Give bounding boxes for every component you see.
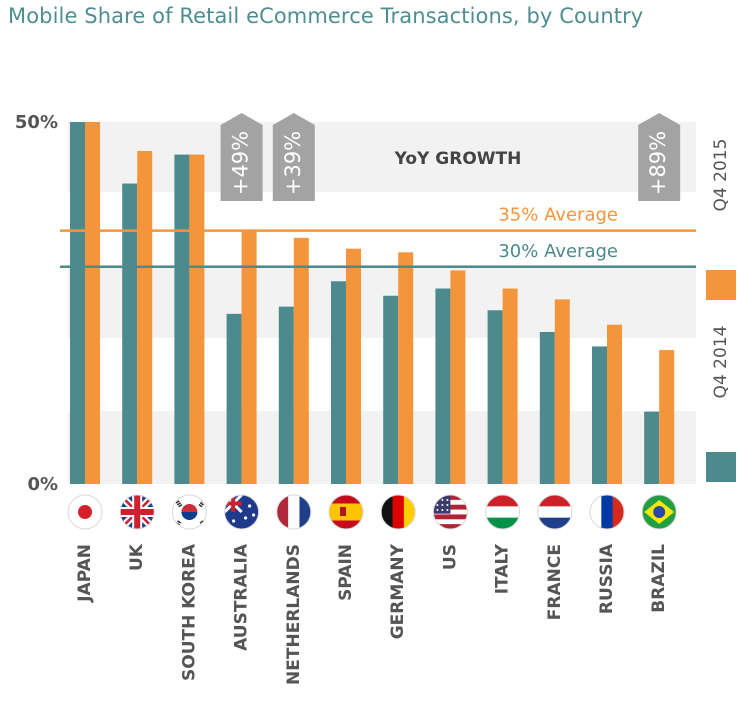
bar-japan-q4-2014	[70, 122, 85, 484]
bar-japan-q4-2015	[85, 122, 100, 484]
category-label-spain: SPAIN	[336, 544, 356, 601]
category-label-uk: UK	[127, 543, 147, 571]
average-labels: 35% Average 30% Average	[498, 205, 618, 262]
background-band	[68, 265, 696, 338]
bar-south-korea-q4-2015	[189, 154, 205, 484]
legend-label-q4-2015: Q4 2015	[711, 139, 731, 212]
category-label-italy: ITALY	[493, 543, 513, 594]
category-label-south-korea: SOUTH KOREA	[179, 543, 199, 681]
japan-flag-icon	[68, 495, 102, 529]
growth-badge-brazil	[638, 113, 681, 201]
y-tick-label: 0%	[27, 474, 58, 495]
bar-uk-q4-2014	[122, 183, 138, 485]
bar-us-q4-2014	[435, 288, 451, 484]
bar-italy-q4-2015	[502, 288, 518, 484]
category-label-netherlands: NETHERLANDS	[284, 544, 304, 685]
legend-swatch-q4-2014	[706, 452, 736, 482]
france-flag-icon	[537, 495, 572, 529]
bar-france-q4-2015	[554, 299, 570, 484]
bar-netherlands-q4-2015	[293, 237, 309, 484]
average-lines	[60, 229, 696, 269]
y-tick-label: 50%	[15, 112, 58, 133]
bar-south-korea-q4-2014	[174, 154, 190, 484]
growth-badge-netherlands	[272, 113, 315, 201]
background-band	[68, 122, 696, 192]
bar-australia-q4-2014	[226, 313, 242, 484]
average-label-30-average: 30% Average	[498, 241, 618, 262]
us-flag-icon	[433, 495, 468, 529]
background-band	[68, 192, 696, 265]
legend-label-q4-2014: Q4 2014	[711, 326, 731, 399]
country-flags	[67, 494, 677, 530]
russia-flag-icon	[590, 495, 624, 529]
background-band	[68, 411, 696, 484]
bar-us-q4-2015	[450, 270, 466, 484]
bar-brazil-q4-2014	[644, 411, 660, 484]
italy-flag-icon	[485, 495, 520, 529]
legend: Q4 2015 Q4 2014	[706, 139, 736, 482]
growth-badge-australia	[220, 113, 263, 201]
netherlands-flag-icon	[276, 495, 311, 529]
growth-label-netherlands: +39%	[281, 131, 305, 195]
germany-flag-icon	[381, 495, 416, 529]
uk-flag-icon	[120, 495, 155, 529]
brazil-flag-icon	[642, 495, 677, 529]
bar-france-q4-2014	[539, 331, 555, 484]
bar-spain-q4-2015	[346, 248, 361, 484]
category-label-france: FRANCE	[545, 544, 565, 620]
background-bands	[68, 122, 696, 484]
bar-brazil-q4-2015	[659, 350, 675, 484]
bar-russia-q4-2015	[607, 324, 622, 484]
bar-russia-q4-2014	[592, 346, 607, 484]
background-band	[68, 338, 696, 411]
x-axis-categories: JAPAN UK SOUTH KOREA AUSTRALIA NETHERLANDS SP…	[75, 543, 669, 685]
growth-label-australia: +49%	[229, 131, 253, 195]
bar-netherlands-q4-2014	[278, 306, 294, 484]
category-label-us: US	[440, 544, 460, 570]
bar-spain-q4-2014	[331, 281, 346, 484]
bar-australia-q4-2015	[241, 230, 257, 484]
bars	[70, 122, 675, 485]
legend-swatch-q4-2015	[706, 270, 736, 300]
category-label-brazil: BRAZIL	[649, 544, 669, 613]
growth-badges: +49% +39% +89%	[220, 113, 681, 201]
average-label-35-average: 35% Average	[498, 205, 618, 226]
yoy-growth-annotation: YoY GROWTH	[394, 149, 522, 169]
category-label-australia: AUSTRALIA	[232, 543, 252, 651]
bar-italy-q4-2014	[487, 310, 503, 484]
spain-flag-icon	[329, 495, 363, 529]
bar-uk-q4-2015	[137, 150, 153, 484]
y-axis: 50% 0%	[15, 112, 58, 495]
growth-label-brazil: +89%	[646, 131, 670, 195]
chart-title: Mobile Share of Retail eCommerce Transac…	[8, 4, 644, 28]
bar-germany-q4-2014	[383, 295, 399, 484]
category-label-japan: JAPAN	[75, 544, 95, 603]
bar-germany-q4-2015	[398, 252, 414, 484]
category-label-russia: RUSSIA	[597, 543, 617, 614]
category-label-germany: GERMANY	[388, 543, 408, 639]
